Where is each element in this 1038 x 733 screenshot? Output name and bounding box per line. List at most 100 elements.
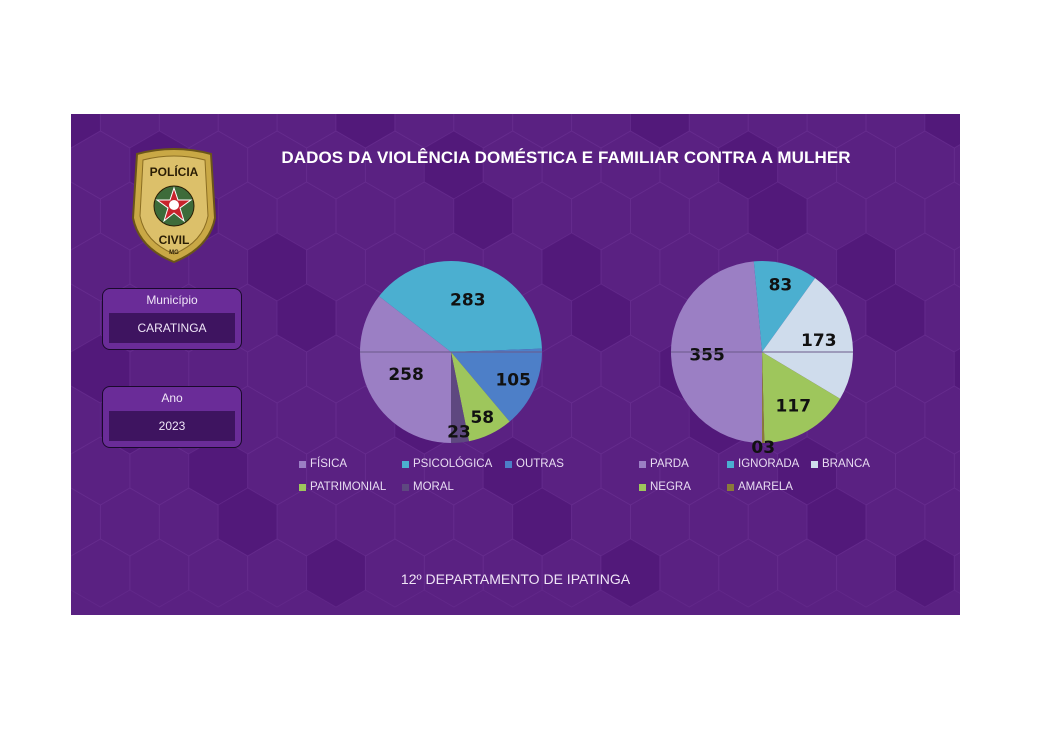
violence-slice-outras (451, 348, 543, 422)
race-legend-label: IGNORADA (738, 458, 800, 470)
background-hexagon (600, 436, 661, 506)
violence-legend-label: PSICOLÓGICA (413, 458, 493, 470)
policia-civil-badge-icon: POLÍCIA CIVIL MG (131, 148, 217, 264)
race-legend: PARDA IGNORADA BRANCA NEGRA AMARELA (639, 458, 939, 498)
background-hexagon (895, 538, 955, 608)
background-hexagon (600, 538, 661, 608)
background-hexagon (571, 283, 631, 353)
background-hexagon (188, 538, 249, 608)
background-hexagon (630, 114, 690, 149)
background-hexagon (129, 538, 190, 608)
background-hexagon (865, 114, 926, 149)
violence-legend-item-moral: MORAL (402, 481, 454, 493)
violence-legend-label: OUTRAS (516, 458, 564, 470)
background-hexagon (364, 436, 425, 506)
violence-legend-item-patrimonial: PATRIMONIAL (299, 481, 386, 493)
race-legend-swatch (639, 460, 646, 468)
municipio-filter[interactable]: Município CARATINGA (102, 288, 242, 350)
ano-filter[interactable]: Ano 2023 (102, 386, 242, 448)
race-legend-item-amarela: AMARELA (727, 481, 793, 493)
race-slice-amarela (762, 352, 765, 443)
background-hexagon (865, 283, 926, 353)
background-hexagon (364, 538, 425, 608)
violence-legend-item-psicológica: PSICOLÓGICA (402, 458, 492, 470)
background-hexagon (276, 283, 337, 353)
race-data-label-branca: 173 (801, 331, 837, 351)
background-hexagon (924, 181, 960, 251)
race-data-label-ignorada: 83 (769, 276, 793, 296)
background-hexagon (335, 181, 396, 251)
race-legend-item-negra: NEGRA (639, 481, 691, 493)
footer-department: 12º DEPARTAMENTO DE IPATINGA (400, 571, 631, 587)
race-legend-swatch (811, 460, 818, 468)
background-hexagon (718, 538, 779, 608)
background-hexagon (453, 181, 514, 251)
background-hexagon (335, 114, 396, 149)
background-hexagon (953, 450, 960, 492)
background-hexagon (512, 114, 573, 149)
background-hexagon (953, 348, 960, 390)
background-hexagon (512, 487, 573, 557)
background-hexagon (71, 487, 101, 557)
background-hexagon (306, 538, 366, 608)
background-hexagon (276, 385, 337, 455)
race-legend-label: AMARELA (738, 481, 793, 493)
race-slice-branca (762, 278, 854, 399)
municipio-value[interactable]: CARATINGA (109, 313, 235, 343)
background-hexagon (541, 334, 602, 404)
race-data-label-amarela: 03 (751, 438, 775, 458)
race-slice-negra (762, 352, 841, 443)
background-hexagon (71, 181, 101, 251)
race-legend-label: NEGRA (650, 481, 691, 493)
background-hexagon (71, 232, 131, 302)
background-hexagon (423, 538, 484, 608)
race-legend-swatch (727, 483, 734, 491)
background-hexagon (71, 436, 131, 506)
badge-top-text: POLÍCIA (150, 164, 199, 179)
background-hexagon (806, 114, 867, 149)
background-hexagon (953, 246, 960, 288)
violence-data-label-física: 258 (388, 365, 424, 385)
violence-data-label-outras: 105 (495, 371, 531, 391)
background-hexagon (806, 487, 867, 557)
background-hexagon (276, 114, 337, 149)
background-hexagon (99, 487, 160, 557)
race-legend-label: BRANCA (822, 458, 870, 470)
violence-legend-label: MORAL (413, 481, 454, 493)
background-hexagon (659, 436, 720, 506)
violence-slice-moral (451, 352, 469, 443)
violence-data-label-patrimonial: 58 (470, 408, 494, 428)
violence-legend-label: FÍSICA (310, 458, 348, 470)
violence-legend-swatch (299, 460, 306, 468)
badge-state-text: MG (169, 250, 179, 256)
background-hexagon (571, 114, 631, 149)
ano-label: Ano (161, 391, 183, 405)
violence-legend-swatch (505, 460, 512, 468)
background-hexagon (924, 114, 960, 149)
dashboard-panel: POLÍCIA CIVIL MG DADOS DA VIOLÊNCIA DOMÉ… (71, 114, 960, 615)
ano-value[interactable]: 2023 (109, 411, 235, 441)
violence-legend-item-outras: OUTRAS (505, 458, 564, 470)
background-hexagon (541, 130, 602, 200)
background-hexagon (924, 283, 960, 353)
background-hexagon (895, 130, 955, 200)
race-legend-item-ignorada: IGNORADA (727, 458, 799, 470)
background-hexagon (482, 538, 543, 608)
race-data-label-negra: 117 (776, 397, 812, 417)
background-hexagon (747, 181, 808, 251)
violence-data-label-moral: 23 (447, 423, 471, 443)
badge-bottom-text: CIVIL (159, 233, 190, 247)
background-hexagon (836, 130, 896, 200)
background-hexagon (924, 385, 960, 455)
violence-type-legend: FÍSICA PSICOLÓGICA OUTRAS PATRIMONIAL MORAL (299, 458, 599, 498)
background-hexagon (777, 538, 838, 608)
violence-legend-item-física: FÍSICA (299, 458, 347, 470)
background-hexagon (71, 114, 101, 149)
race-legend-item-branca: BRANCA (811, 458, 870, 470)
background-hexagon (217, 487, 278, 557)
violence-slice-patrimonial (451, 352, 510, 442)
violence-legend-swatch (402, 460, 409, 468)
violence-legend-swatch (402, 483, 409, 491)
violence-slice-física (359, 296, 451, 443)
